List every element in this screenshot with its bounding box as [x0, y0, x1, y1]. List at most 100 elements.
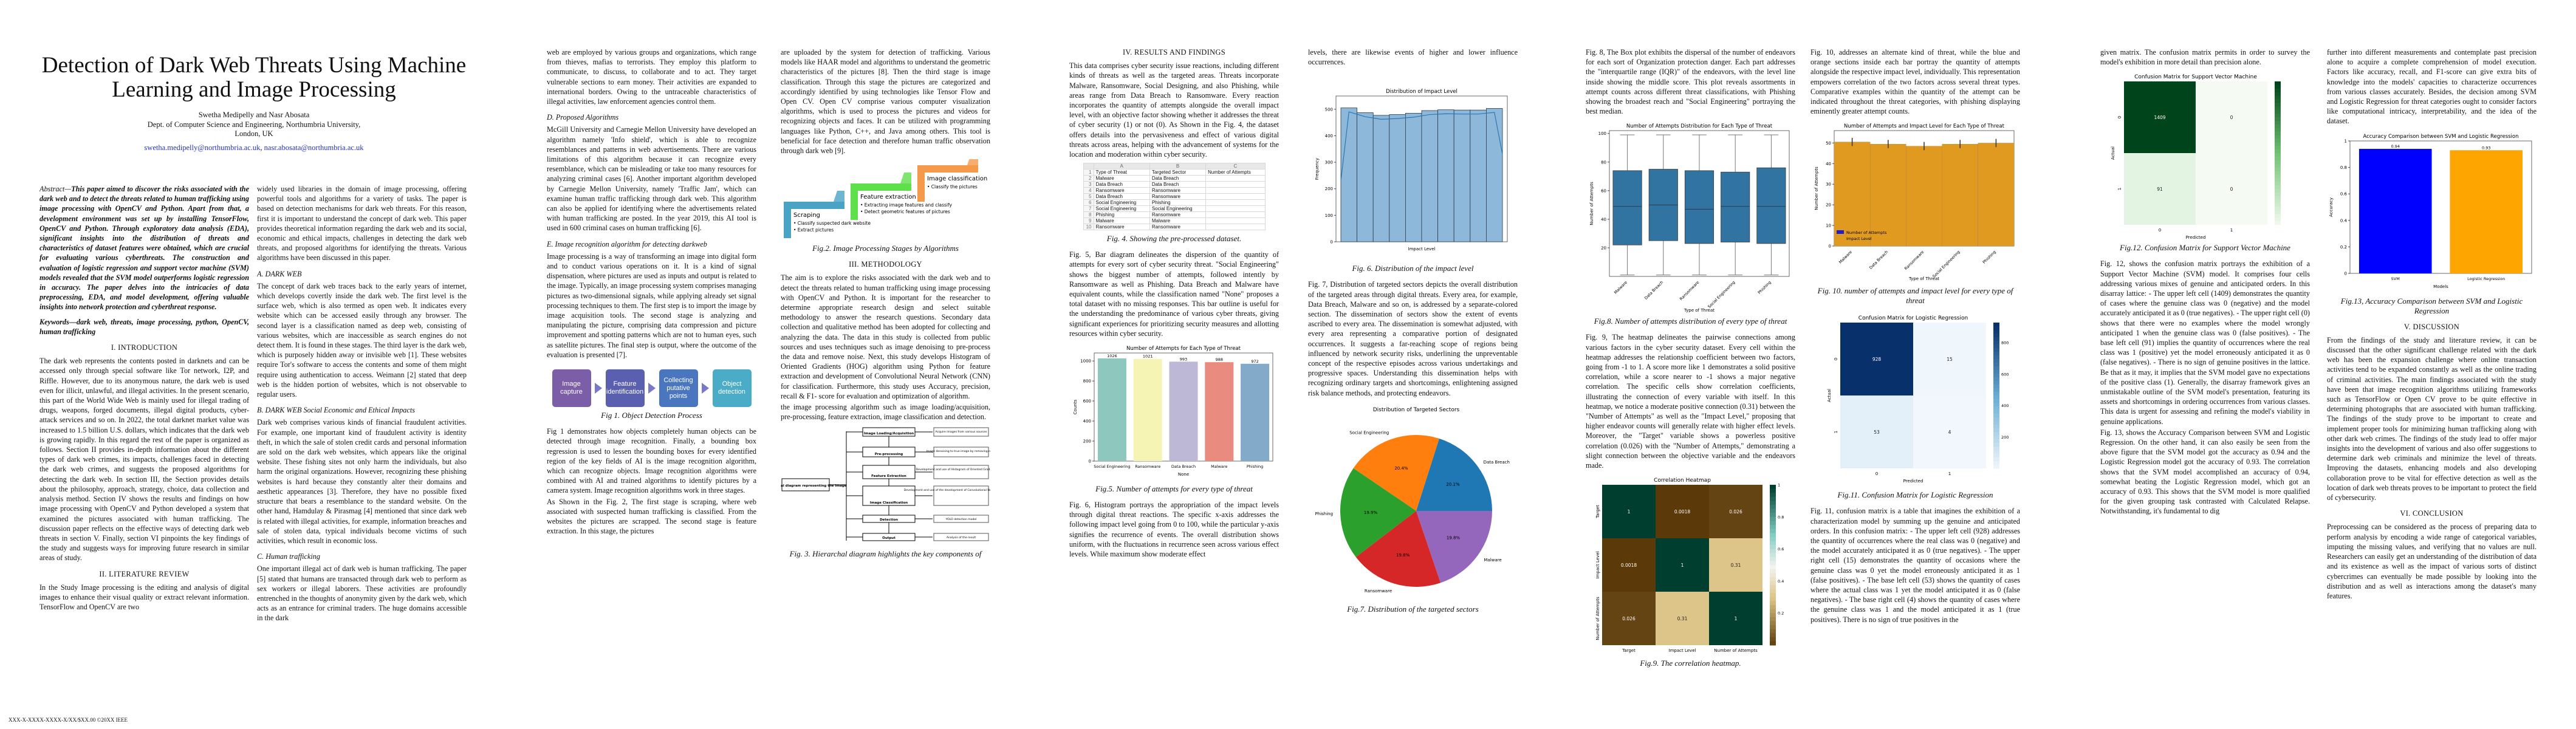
pie-slice: [1340, 468, 1416, 557]
bar: [1978, 143, 2014, 247]
y-tick-label: 500: [1324, 108, 1332, 112]
figure-caption: Fig.7. Distribution of the targeted sect…: [1347, 604, 1479, 614]
table-cell[interactable]: B: [1149, 163, 1207, 170]
table-cell[interactable]: Targeted Sector: [1149, 169, 1207, 176]
heatmap-cell: [2195, 153, 2267, 225]
colorbar-segment: [1769, 569, 1776, 573]
colorbar-segment: [2274, 160, 2281, 165]
root-label: Hierarchal diagram representing the imag…: [781, 484, 847, 488]
cell-value: 0.026: [1729, 509, 1742, 515]
table-cell[interactable]: Social Engineering: [1093, 199, 1150, 207]
colorbar-segment: [2274, 171, 2281, 176]
table-cell[interactable]: Malware: [1093, 175, 1150, 182]
table-cell[interactable]: Ransomware: [1093, 224, 1150, 231]
table-cell[interactable]: Phishing: [1149, 199, 1207, 207]
colorbar-segment: [2274, 210, 2281, 215]
table-cell[interactable]: [1205, 224, 1266, 231]
table-cell[interactable]: Type of Threat: [1093, 169, 1150, 176]
y-tick-label: 1: [2345, 139, 2347, 143]
y-tick-label: 1000: [1080, 359, 1091, 364]
detail-node: [933, 485, 989, 506]
row-number: 6: [1083, 199, 1094, 207]
table-cell[interactable]: Data Breach: [1149, 181, 1207, 188]
table-cell[interactable]: [1205, 193, 1266, 200]
email-link[interactable]: swetha.medipelly@northumbria.ac.uk: [144, 143, 261, 152]
section-heading: III. METHODOLOGY: [849, 260, 922, 269]
x-tick-label: Malware: [1211, 464, 1227, 469]
paragraph: Fig. 8, The Box plot exhibits the disper…: [1586, 48, 1795, 116]
colorbar-segment: [1993, 395, 1999, 400]
y-axis-label: Actual: [1827, 389, 1832, 402]
figure-9-heatmap: Correlation Heatmap 1 0.0018 0.026 0.0018 1 0.…: [1595, 477, 1784, 653]
colorbar-segment: [1993, 377, 1999, 382]
colorbar-segment: [1993, 359, 1999, 363]
paragraph: Fig. 12, shows the confusion matrix port…: [2100, 259, 2310, 426]
process-node-label: Image Classification: [870, 501, 908, 505]
colorbar-segment: [1769, 497, 1776, 502]
cell-value: 0.0018: [1674, 509, 1690, 515]
table-cell[interactable]: Ransomware: [1149, 224, 1207, 231]
chart-title: Number of Attempts for Each Type of Thre…: [1126, 346, 1241, 352]
table-cell[interactable]: Data Breach: [1149, 175, 1207, 182]
y-tick-label: 200: [1083, 439, 1091, 444]
table-cell[interactable]: Number of Attempts: [1205, 169, 1266, 176]
figure-caption: Fig 1. Object Detection Process: [601, 411, 702, 420]
table-cell[interactable]: Phishing: [1093, 211, 1150, 219]
table-cell[interactable]: Data Breach: [1093, 193, 1150, 200]
table-cell[interactable]: Malware: [1149, 217, 1207, 225]
table-cell[interactable]: [1205, 211, 1266, 219]
colorbar-segment: [1993, 450, 1999, 454]
colorbar-segment: [1993, 323, 1999, 327]
process-node-label: Image Loading/Acquisition: [864, 432, 914, 436]
cell-value: 0.0018: [1620, 563, 1636, 568]
x-axis-label: None: [1177, 472, 1188, 477]
data-label: 0.93: [2482, 145, 2490, 150]
table-cell[interactable]: Social Engineering: [1149, 205, 1207, 213]
table-cell[interactable]: Social Engineering: [1093, 205, 1150, 213]
table-cell[interactable]: Ransomware: [1149, 187, 1207, 194]
footer-copyright: XXX-X-XXXX-XXXX-X/XX/$XX.00 ©20XX IEEE: [9, 717, 128, 723]
figure-caption: Fig.13, Accuracy Comparison between SVM …: [2340, 296, 2523, 315]
table-cell[interactable]: [1205, 217, 1266, 225]
bar: [1869, 144, 1906, 247]
colorbar-segment: [2274, 204, 2281, 208]
table-cell[interactable]: A: [1093, 163, 1150, 170]
paragraph: further into different measurements and …: [2327, 48, 2537, 126]
table-cell[interactable]: Malware: [1093, 217, 1150, 225]
y-tick-label: 60: [1601, 189, 1606, 194]
row-number: 5: [1083, 193, 1094, 200]
table-cell[interactable]: Ransomware: [1149, 211, 1207, 219]
figure-caption: Fig.11. Confusion Matrix for Logistic Re…: [1837, 490, 1993, 500]
table-cell[interactable]: [1205, 205, 1266, 213]
table-cell[interactable]: [1205, 187, 1266, 194]
row-number: 9: [1083, 217, 1094, 225]
table-cell[interactable]: Ransomware: [1093, 187, 1150, 194]
colorbar-segment: [1769, 501, 1776, 505]
table-cell[interactable]: C: [1205, 163, 1266, 170]
table-cell[interactable]: Data Breach: [1093, 181, 1150, 188]
cell-value: 53: [1874, 430, 1880, 435]
y-tick-label: 300: [1324, 160, 1332, 165]
figure-caption: Fig.5. Number of attempts for every type…: [1095, 484, 1253, 494]
abstract-label: Abstract—: [39, 185, 72, 193]
legend-label: Impact Level: [1846, 236, 1872, 241]
bar: [2358, 148, 2432, 273]
box: [1684, 170, 1714, 244]
colorbar-segment: [1769, 493, 1776, 498]
table-cell[interactable]: [1205, 199, 1266, 207]
table-cell[interactable]: [1205, 175, 1266, 182]
figure-7-pie-chart: Distribution of Targeted Sectors 20.1% Dat…: [1315, 407, 1509, 594]
heatmap-cell: [1913, 395, 1986, 469]
figure-13-bar-chart: 0 0.2 0.4 0.6 0.8 1 Accuracy Comparison betwee…: [2329, 134, 2532, 289]
table-cell[interactable]: Ransomware: [1149, 193, 1207, 200]
colorbar-segment: [2274, 214, 2281, 219]
table-cell[interactable]: [1205, 181, 1266, 188]
abstract-text: This paper aimed to discover the risks a…: [39, 185, 249, 312]
heatmap-cell: [1708, 485, 1762, 539]
colorbar-segment: [1993, 370, 1999, 374]
process-node-label: Output: [882, 536, 896, 540]
paragraph: Fig. 6, Histogram portrays the appropria…: [1069, 501, 1279, 559]
email-link[interactable]: nasr.abosata@northumbria.ac.uk: [264, 143, 364, 152]
paragraph: Image processing is a way of transformin…: [547, 252, 756, 359]
process-node: [862, 485, 916, 506]
